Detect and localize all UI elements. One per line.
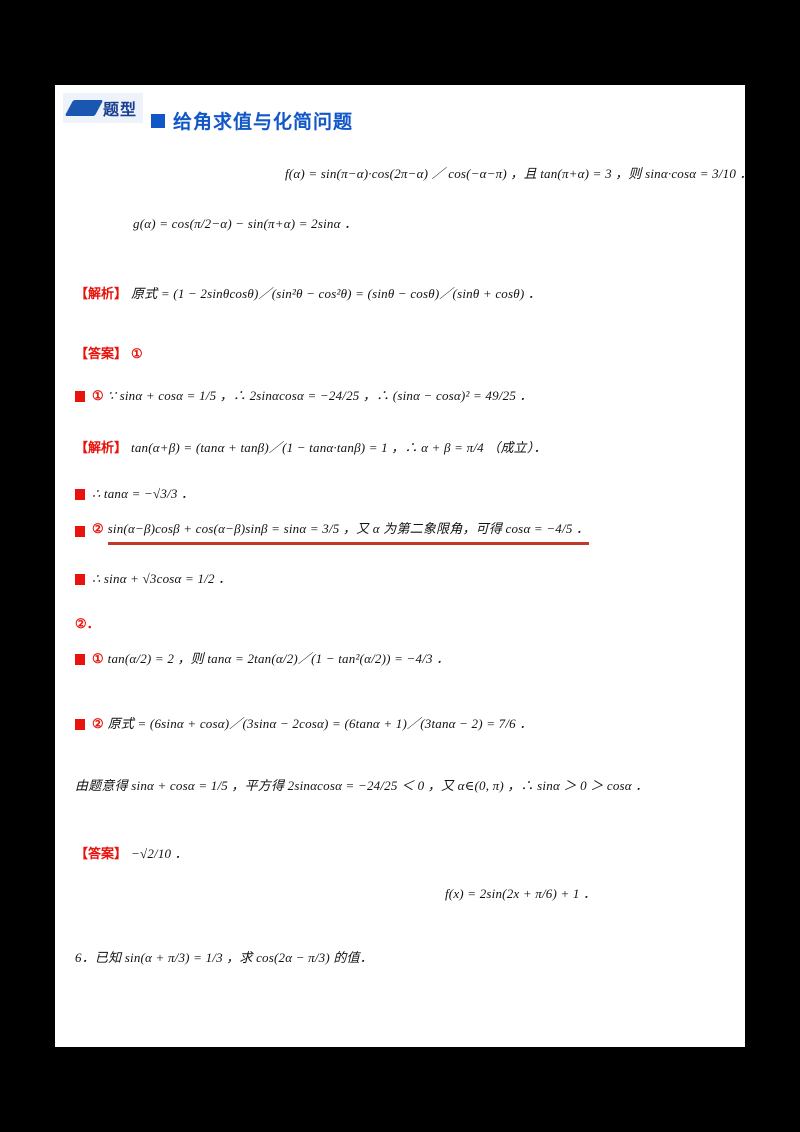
red-square-bullet (75, 653, 85, 665)
red-bracket-label: 【解析】 (75, 286, 128, 301)
item-3-underlined: ② sin(α−β)cosβ + cos(α−β)sinβ = sinα = 3/… (75, 518, 590, 545)
math-text: sin(α−β)cosβ + cos(α−β)sinβ = sinα = 3/5… (107, 518, 590, 545)
math-text: 由题意得 sinα + cosα = 1/5 ，平方得 2sinαcosα = … (75, 778, 649, 793)
red-bracket-label: 【答案】 (75, 346, 128, 361)
math-text: 原式 = (6sinα + cosα)／(3sinα − 2cosα) = (6… (107, 716, 533, 731)
blue-square-icon (151, 113, 165, 128)
analysis-line-1: 【解析】 原式 = (1 − 2sinθcosθ)／(sin²θ − cos²θ)… (75, 283, 541, 305)
centered-formula: f(x) = 2sin(2x + π/6) + 1 ． (445, 883, 596, 905)
math-text: tan(α/2) = 2 ，则 tanα = 2tan(α/2)／(1 − ta… (107, 651, 450, 666)
long-line-1: 由题意得 sinα + cosα = 1/5 ，平方得 2sinαcosα = … (75, 775, 648, 797)
bottom-problem: 6．已知 sin(α + π/3) = 1/3 ，求 cos(2α − π/3)… (75, 947, 373, 969)
intro-line-1: f(α) = sin(π−α)·cos(2π−α) ／ cos(−α−π) ，且… (285, 163, 753, 185)
math-text: 6．已知 sin(α + π/3) = 1/3 ，求 cos(2α − π/3)… (75, 950, 373, 965)
item-2: ∴ tanα = −√3/3 ． (75, 483, 194, 505)
item-6: ② 原式 = (6sinα + cosα)／(3sinα − 2cosα) = (… (75, 713, 533, 735)
answer-mark-1: 【答案】 ① (75, 343, 147, 365)
math-text: ∵ sinα + cosα = 1/5 ，∴ 2sinαcosα = −24/2… (107, 388, 533, 403)
flag-icon (64, 100, 104, 116)
red-inline-text: ① (92, 388, 104, 403)
math-text: f(x) = 2sin(2x + π/6) + 1 ． (445, 886, 597, 901)
red-square-bullet (75, 573, 85, 585)
red-mark-2: ②． (75, 613, 104, 635)
answer-line-2: 【答案】 −√2/10 ． (75, 843, 188, 865)
topic-badge: 题型 (63, 93, 144, 123)
red-square-bullet (75, 390, 85, 402)
red-inline-text: ① (131, 346, 143, 361)
red-inline-text: ②． (75, 616, 100, 631)
math-text: −√2/10 ． (131, 846, 188, 861)
math-text: 原式 = (1 − 2sinθcosθ)／(sin²θ − cos²θ) = (… (131, 286, 542, 301)
red-square-bullet (75, 488, 85, 500)
red-bracket-label: 【解析】 (75, 440, 128, 455)
red-square-bullet (75, 526, 85, 537)
section-title-text: 给角求值与化简问题 (173, 112, 354, 133)
math-text: g(α) = cos(π/2−α) − sin(π+α) = 2sinα ． (133, 216, 358, 231)
topic-badge-label: 题型 (103, 102, 138, 119)
red-bracket-label: 【答案】 (75, 846, 128, 861)
analysis-line-2: 【解析】 tan(α+β) = (tanα + tanβ)／(1 − tanα·t… (75, 437, 547, 459)
document-page: 题型 给角求值与化简问题 f(α) = sin(π−α)·cos(2π−α) ／… (55, 85, 753, 1047)
item-1: ① ∵ sinα + cosα = 1/5 ，∴ 2sinαcosα = −24/… (75, 385, 533, 407)
item-5: ① tan(α/2) = 2 ，则 tanα = 2tan(α/2)／(1 − t… (75, 648, 449, 670)
math-text: ∴ tanα = −√3/3 ． (92, 486, 195, 501)
red-inline-text: ② (92, 716, 104, 731)
math-text: tan(α+β) = (tanα + tanβ)／(1 − tanα·tanβ)… (131, 440, 547, 455)
section-title: 给角求值与化简问题 (151, 107, 353, 134)
red-inline-text: ② (92, 521, 104, 536)
math-text: ∴ sinα + √3cosα = 1/2 ． (92, 571, 232, 586)
red-inline-text: ① (92, 651, 104, 666)
red-square-bullet (75, 718, 85, 730)
item-4: ∴ sinα + √3cosα = 1/2 ． (75, 568, 231, 590)
intro-line-2: g(α) = cos(π/2−α) − sin(π+α) = 2sinα ． (133, 213, 357, 235)
math-text: f(α) = sin(π−α)·cos(2π−α) ／ cos(−α−π) ，且… (285, 166, 753, 181)
